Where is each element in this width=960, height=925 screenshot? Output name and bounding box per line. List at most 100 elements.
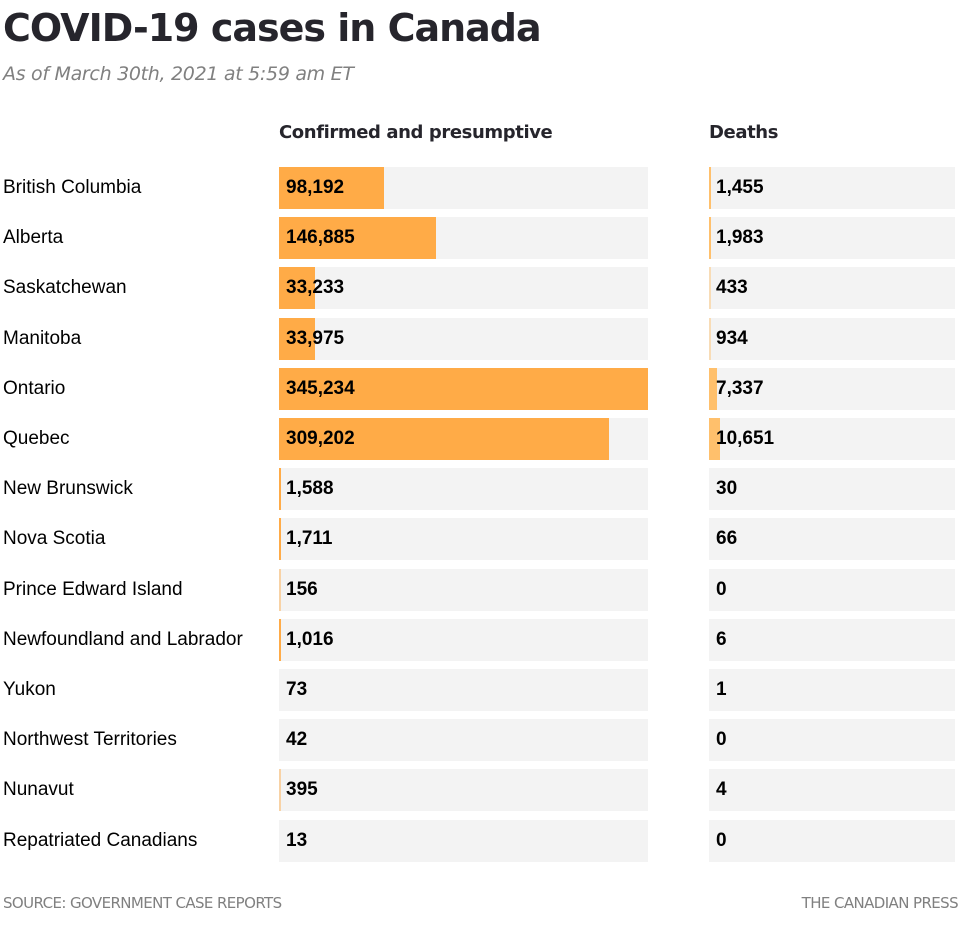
cases-bar: [279, 418, 610, 460]
deaths-bar-track: 6: [709, 618, 955, 661]
table-row: Northwest Territories 42 0: [0, 719, 960, 762]
category-label: British Columbia: [3, 177, 142, 198]
cases-value-label: 345,234: [286, 377, 355, 399]
cases-value-label: 1,711: [286, 528, 333, 550]
cases-value-label: 33,233: [286, 277, 345, 299]
cases-column-header: Confirmed and presumptive: [279, 122, 553, 143]
table-row: Repatriated Canadians 13 0: [0, 819, 960, 862]
deaths-value-label: 0: [716, 578, 727, 600]
category-label: Ontario: [3, 377, 66, 399]
cases-bar-track: 309,202: [279, 418, 648, 460]
cases-bar-track: 33,975: [279, 317, 648, 360]
cases-bar: [279, 167, 384, 209]
deaths-bar-track: 934: [709, 317, 955, 360]
deaths-value-label: 7,337: [716, 377, 764, 399]
cases-value-label: 98,192: [286, 177, 345, 198]
category-label: Quebec: [3, 428, 70, 449]
cases-bar-track: 156: [279, 568, 648, 611]
cases-value-label: 42: [286, 729, 308, 751]
cases-value-label: 395: [286, 779, 318, 801]
cases-bar: [279, 317, 316, 360]
cases-bar: [279, 267, 315, 310]
category-label: New Brunswick: [3, 478, 133, 500]
source-note: SOURCE: GOVERNMENT CASE REPORTS: [3, 894, 282, 912]
chart-subtitle: As of March 30th, 2021 at 5:59 am ET: [3, 63, 354, 85]
cases-bar-track: 1,711: [279, 518, 648, 561]
deaths-bar-track: 0: [709, 568, 955, 611]
cases-bar: [279, 367, 648, 410]
deaths-bar-track: 0: [709, 819, 955, 862]
cases-bar: [279, 468, 281, 511]
cases-bar-track: 73: [279, 669, 648, 711]
table-row: Yukon 73 1: [0, 669, 960, 711]
deaths-bar-track: 30: [709, 468, 955, 511]
table-row: Saskatchewan 33,233 433: [0, 267, 960, 310]
deaths-bar: [709, 267, 711, 310]
chart-title: COVID-19 cases in Canada: [3, 6, 542, 50]
deaths-value-label: 66: [716, 528, 738, 550]
deaths-bar-track: 1,455: [709, 167, 955, 209]
category-label: Repatriated Canadians: [3, 829, 198, 851]
table-row: Quebec 309,202 10,651: [0, 418, 960, 460]
deaths-bar-track: 0: [709, 719, 955, 762]
deaths-value-label: 10,651: [716, 428, 775, 449]
cases-bar-track: 1,016: [279, 618, 648, 661]
cases-bar-track: 13: [279, 819, 648, 862]
deaths-bar: [709, 418, 721, 460]
category-label: Prince Edward Island: [3, 578, 183, 600]
deaths-bar-track: 10,651: [709, 418, 955, 460]
cases-bar: [279, 518, 281, 561]
category-label: Nova Scotia: [3, 528, 106, 550]
cases-bar: [279, 769, 281, 812]
deaths-value-label: 6: [716, 628, 727, 650]
deaths-bar: [709, 367, 717, 410]
cases-value-label: 156: [286, 578, 318, 600]
cases-bar-track: 98,192: [279, 167, 648, 209]
deaths-bar-track: 66: [709, 518, 955, 561]
cases-bar-track: 345,234: [279, 367, 648, 410]
deaths-bar-track: 7,337: [709, 367, 955, 410]
cases-bar-track: 395: [279, 769, 648, 812]
deaths-value-label: 433: [716, 277, 748, 299]
deaths-bar: [709, 217, 712, 260]
deaths-bar-track: 1: [709, 669, 955, 711]
table-row: New Brunswick 1,588 30: [0, 468, 960, 511]
category-label: Saskatchewan: [3, 277, 127, 299]
table-row: Newfoundland and Labrador 1,016 6: [0, 618, 960, 661]
table-row: Alberta 146,885 1,983: [0, 217, 960, 260]
deaths-bar: [709, 317, 711, 360]
deaths-value-label: 0: [716, 829, 727, 851]
category-label: Alberta: [3, 227, 64, 249]
cases-bar-track: 1,588: [279, 468, 648, 511]
cases-bar-track: 42: [279, 719, 648, 762]
cases-value-label: 13: [286, 829, 308, 851]
category-label: Manitoba: [3, 327, 82, 349]
deaths-bar-track: 4: [709, 769, 955, 812]
cases-bar: [279, 618, 281, 661]
cases-bar-track: 33,233: [279, 267, 648, 310]
cases-value-label: 1,016: [286, 628, 334, 650]
cases-value-label: 1,588: [286, 478, 334, 500]
category-label: Northwest Territories: [3, 729, 177, 751]
cases-bar-track: 146,885: [279, 217, 648, 260]
category-label: Newfoundland and Labrador: [3, 628, 243, 650]
table-row: Nunavut 395 4: [0, 769, 960, 812]
deaths-value-label: 30: [716, 478, 738, 500]
credit-note: THE CANADIAN PRESS: [801, 894, 959, 912]
table-row: British Columbia 98,192 1,455: [0, 167, 960, 209]
category-label: Nunavut: [3, 779, 74, 801]
cases-bar: [279, 568, 281, 611]
cases-value-label: 73: [286, 679, 308, 700]
deaths-value-label: 934: [716, 327, 748, 349]
deaths-column-header: Deaths: [709, 122, 779, 143]
deaths-bar: [709, 167, 711, 209]
deaths-value-label: 4: [716, 779, 727, 801]
cases-value-label: 146,885: [286, 227, 355, 249]
deaths-value-label: 1: [716, 679, 727, 700]
deaths-value-label: 1,983: [716, 227, 764, 249]
cases-bar: [279, 217, 436, 260]
category-label: Yukon: [3, 679, 56, 700]
deaths-bar-track: 433: [709, 267, 955, 310]
table-row: Nova Scotia 1,711 66: [0, 518, 960, 561]
table-row: Prince Edward Island 156 0: [0, 568, 960, 611]
